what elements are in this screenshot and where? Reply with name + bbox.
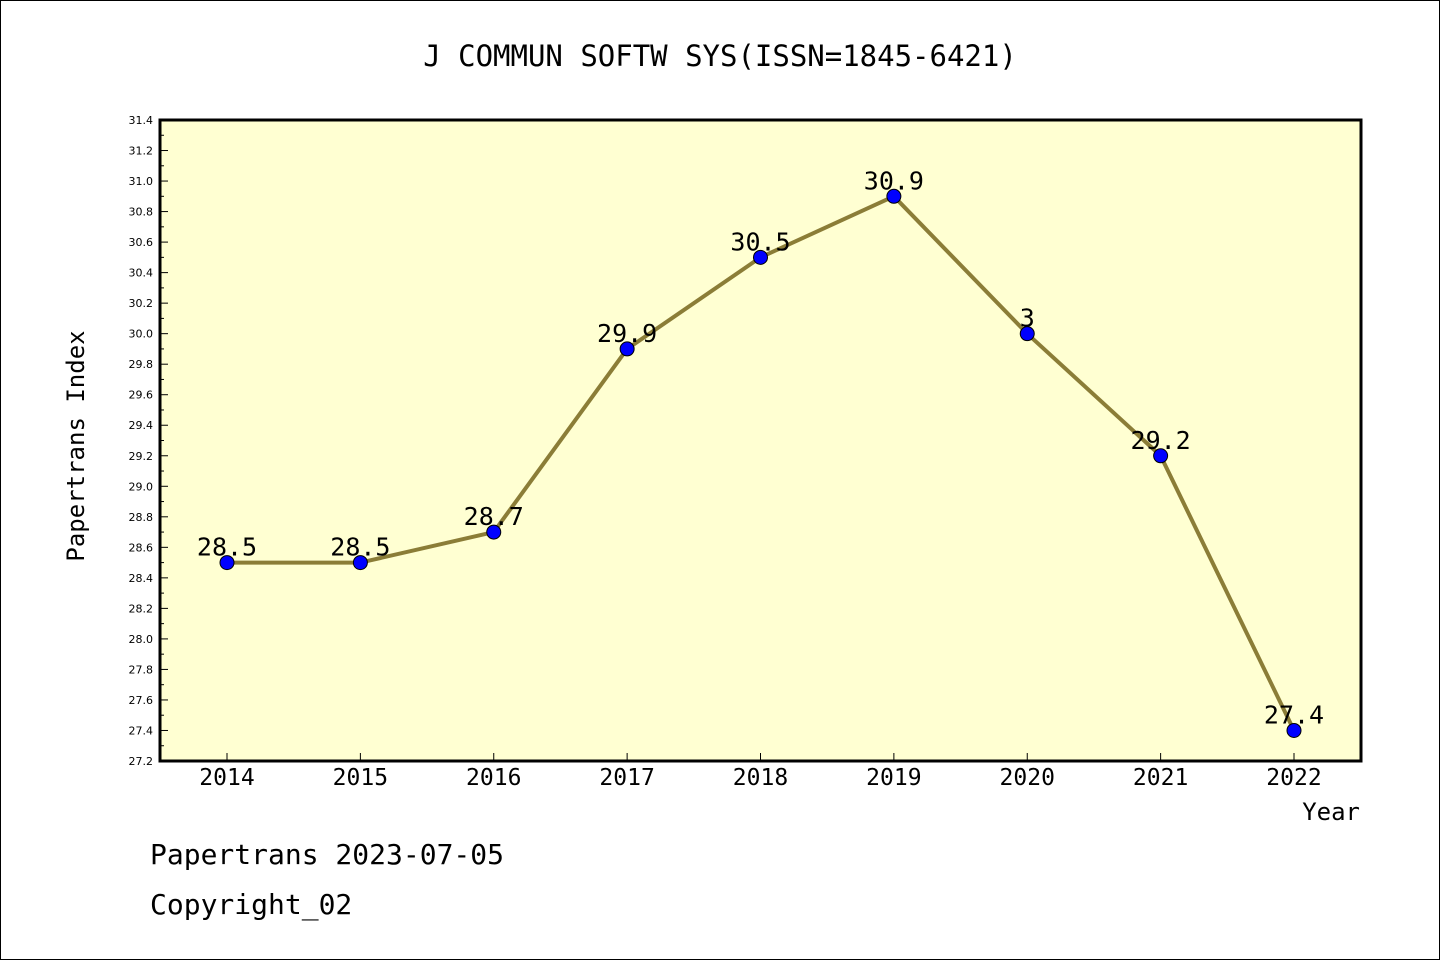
y-tick-label: 28.8	[129, 511, 154, 524]
data-point	[753, 249, 768, 265]
y-tick-label: 30.4	[129, 267, 154, 280]
x-tick-label: 2014	[199, 765, 254, 791]
data-label: 3	[1020, 304, 1035, 333]
chart-title: J COMMUN SOFTW SYS(ISSN=1845-6421)	[423, 39, 1017, 73]
data-label: 29.2	[1131, 426, 1191, 455]
y-tick-label: 29.2	[129, 450, 154, 463]
data-point	[1286, 722, 1302, 738]
data-label: 28.5	[330, 533, 390, 562]
y-tick-label: 28.0	[129, 633, 154, 646]
y-axis: 27.2 27.4 27.6 27.8 28.0 28.2 28.4 28.6 28.8 29.0…	[129, 114, 168, 768]
x-tick-label: 2016	[466, 765, 521, 791]
data-point	[486, 524, 502, 540]
data-point	[219, 555, 235, 571]
y-tick-label: 30.0	[129, 328, 154, 341]
data-point	[352, 555, 368, 571]
y-tick-label: 30.2	[129, 297, 154, 310]
y-tick-label: 27.4	[129, 724, 154, 737]
data-label: 27.4	[1264, 700, 1324, 729]
x-tick-label: 2022	[1266, 765, 1321, 791]
x-axis-label: Year	[1302, 798, 1360, 826]
y-tick-label: 31.2	[129, 145, 154, 158]
y-tick-label: 31.4	[129, 114, 154, 127]
y-tick-label: 29.4	[129, 419, 154, 432]
x-axis: 2014 2015 2016 2017 2018 2019 2020 2021 2022	[199, 753, 1322, 791]
y-tick-label: 28.2	[129, 602, 154, 615]
data-label: 30.9	[864, 166, 924, 195]
data-label: 28.7	[464, 502, 524, 531]
y-axis-label: Papertrans Index	[62, 330, 90, 561]
y-tick-label: 30.8	[129, 206, 154, 219]
data-label: 30.5	[730, 227, 790, 256]
y-tick-label: 31.0	[129, 175, 154, 188]
plot-area	[158, 118, 1363, 763]
data-label: 28.5	[197, 533, 257, 562]
y-tick-label: 29.8	[129, 358, 154, 371]
x-tick-label: 2020	[1000, 765, 1055, 791]
x-tick-label: 2021	[1133, 765, 1188, 791]
data-point	[1153, 448, 1169, 464]
y-tick-label: 27.2	[129, 755, 154, 768]
x-tick-label: 2017	[599, 765, 654, 791]
y-tick-label: 28.4	[129, 572, 154, 585]
y-tick-label: 30.6	[129, 236, 154, 249]
data-point	[619, 341, 635, 357]
y-tick-label: 29.0	[129, 480, 154, 493]
x-tick-label: 2015	[333, 765, 388, 791]
y-tick-label: 29.6	[129, 389, 154, 402]
data-point	[1019, 326, 1035, 342]
data-label: 29.9	[597, 319, 657, 348]
y-tick-label: 27.6	[129, 694, 154, 707]
y-tick-label: 27.8	[129, 663, 154, 676]
x-tick-label: 2018	[733, 765, 788, 791]
series-group: 28.5 28.5 28.7 29.9 30.5 30.9 3 29.2 27.4	[197, 166, 1324, 738]
footer-copyright: Copyright_02	[150, 888, 352, 922]
data-point	[886, 188, 902, 204]
footer-date: Papertrans 2023-07-05	[150, 838, 504, 871]
y-tick-label: 28.6	[129, 541, 154, 554]
x-tick-label: 2019	[866, 765, 921, 791]
